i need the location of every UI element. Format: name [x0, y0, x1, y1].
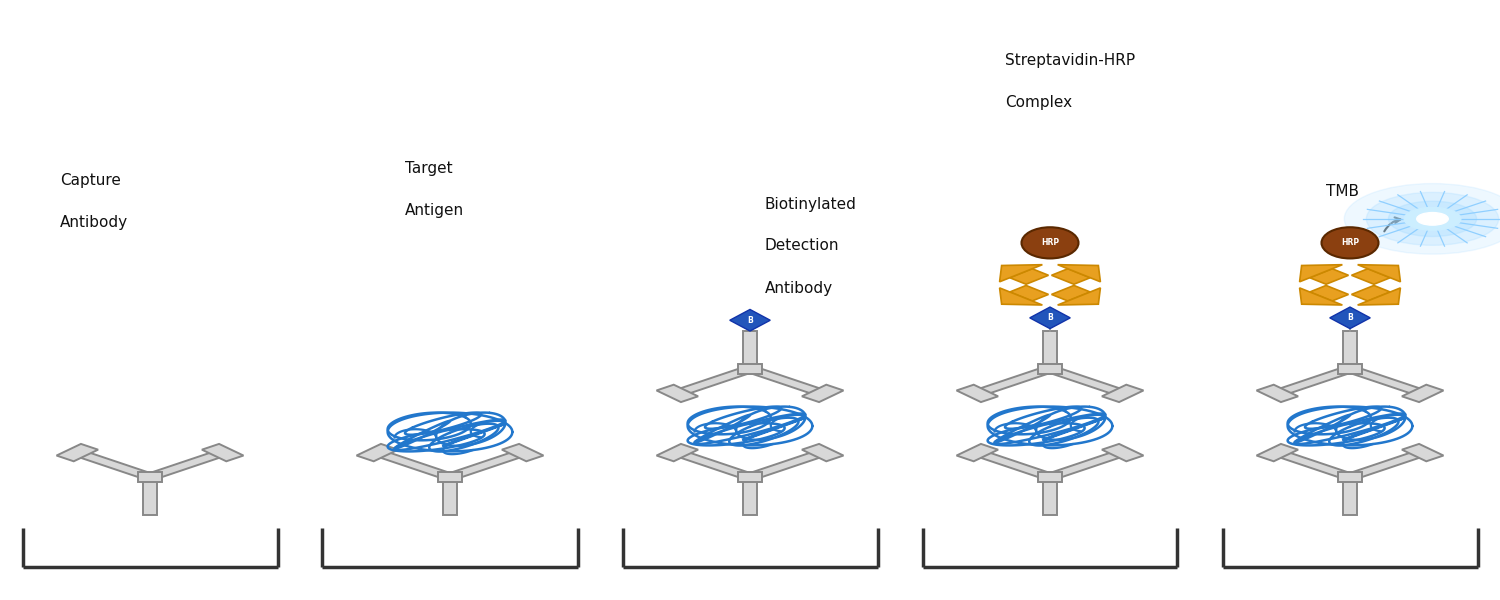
- Polygon shape: [1272, 367, 1354, 396]
- Polygon shape: [672, 450, 754, 479]
- Text: B: B: [1347, 313, 1353, 322]
- Text: A: A: [1347, 280, 1353, 289]
- Polygon shape: [1010, 286, 1048, 301]
- Polygon shape: [1052, 286, 1090, 301]
- Circle shape: [1410, 210, 1455, 227]
- Polygon shape: [1358, 288, 1401, 305]
- Polygon shape: [972, 450, 1054, 479]
- Polygon shape: [1342, 477, 1358, 515]
- Polygon shape: [1046, 450, 1128, 479]
- Text: B: B: [1047, 313, 1053, 322]
- Text: HRP: HRP: [1341, 238, 1359, 247]
- Polygon shape: [138, 472, 162, 482]
- Polygon shape: [657, 385, 698, 402]
- Text: Streptavidin-HRP: Streptavidin-HRP: [1005, 52, 1136, 67]
- Polygon shape: [1299, 288, 1342, 305]
- Polygon shape: [957, 444, 998, 461]
- Ellipse shape: [1022, 227, 1078, 259]
- Polygon shape: [746, 450, 828, 479]
- Circle shape: [1404, 208, 1461, 230]
- Text: Capture: Capture: [60, 173, 122, 187]
- Circle shape: [1389, 201, 1476, 236]
- Polygon shape: [999, 265, 1042, 282]
- Text: TMB: TMB: [1326, 184, 1359, 199]
- Circle shape: [1366, 193, 1498, 245]
- Polygon shape: [1042, 331, 1058, 369]
- Polygon shape: [729, 310, 771, 331]
- Polygon shape: [357, 444, 398, 461]
- Polygon shape: [1052, 269, 1090, 284]
- Polygon shape: [672, 367, 754, 396]
- Polygon shape: [738, 472, 762, 482]
- Polygon shape: [742, 477, 758, 515]
- Polygon shape: [1346, 367, 1428, 396]
- Polygon shape: [999, 288, 1042, 305]
- Polygon shape: [1272, 450, 1354, 479]
- Polygon shape: [802, 444, 843, 461]
- Polygon shape: [957, 385, 998, 402]
- Ellipse shape: [1322, 227, 1378, 259]
- Polygon shape: [1402, 385, 1443, 402]
- Polygon shape: [1402, 444, 1443, 461]
- Text: Antigen: Antigen: [405, 202, 464, 217]
- Polygon shape: [1029, 307, 1069, 329]
- Polygon shape: [1102, 444, 1143, 461]
- Polygon shape: [972, 367, 1054, 396]
- Polygon shape: [57, 444, 98, 461]
- Text: Antibody: Antibody: [60, 214, 128, 229]
- Polygon shape: [1038, 472, 1062, 482]
- Polygon shape: [1010, 269, 1048, 284]
- Polygon shape: [1038, 364, 1062, 374]
- Text: HRP: HRP: [1041, 238, 1059, 247]
- Text: B: B: [747, 316, 753, 325]
- Text: Complex: Complex: [1005, 94, 1072, 109]
- Polygon shape: [1346, 450, 1428, 479]
- Polygon shape: [1338, 472, 1362, 482]
- Polygon shape: [1046, 367, 1128, 396]
- Polygon shape: [146, 450, 228, 479]
- Polygon shape: [503, 444, 543, 461]
- Polygon shape: [1342, 331, 1358, 369]
- Polygon shape: [142, 477, 158, 515]
- Text: Antibody: Antibody: [765, 280, 832, 295]
- Polygon shape: [372, 450, 454, 479]
- Polygon shape: [746, 367, 828, 396]
- Polygon shape: [742, 331, 758, 369]
- Circle shape: [1416, 212, 1448, 225]
- Polygon shape: [1310, 269, 1348, 284]
- Polygon shape: [1299, 265, 1342, 282]
- Polygon shape: [1329, 307, 1371, 329]
- Polygon shape: [202, 444, 243, 461]
- Polygon shape: [1338, 364, 1362, 374]
- Polygon shape: [1358, 265, 1401, 282]
- Polygon shape: [1042, 477, 1058, 515]
- Polygon shape: [442, 477, 458, 515]
- Text: Detection: Detection: [765, 238, 840, 253]
- Text: Biotinylated: Biotinylated: [765, 196, 856, 211]
- Polygon shape: [657, 444, 698, 461]
- Polygon shape: [438, 472, 462, 482]
- Polygon shape: [738, 364, 762, 374]
- Circle shape: [1344, 184, 1500, 254]
- Polygon shape: [1102, 385, 1143, 402]
- Polygon shape: [802, 385, 843, 402]
- Polygon shape: [1352, 269, 1390, 284]
- Text: A: A: [1047, 280, 1053, 289]
- Polygon shape: [1257, 385, 1298, 402]
- Text: Target: Target: [405, 160, 453, 175]
- Polygon shape: [1310, 286, 1348, 301]
- Polygon shape: [446, 450, 528, 479]
- Polygon shape: [1058, 288, 1101, 305]
- Polygon shape: [72, 450, 154, 479]
- Polygon shape: [1352, 286, 1390, 301]
- Polygon shape: [1257, 444, 1298, 461]
- Polygon shape: [1058, 265, 1101, 282]
